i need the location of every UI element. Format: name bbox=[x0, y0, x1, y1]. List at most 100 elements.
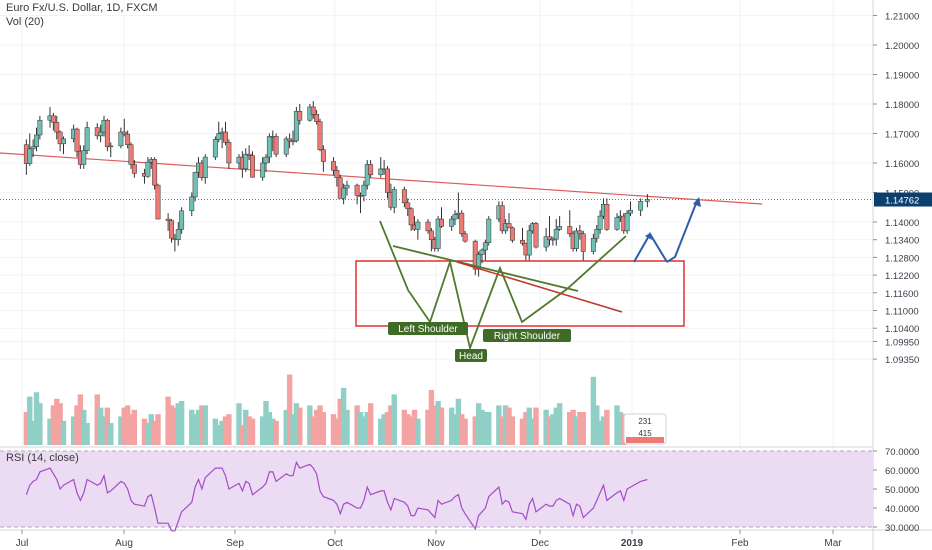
volume-badge-flag bbox=[626, 437, 664, 443]
volume-bar bbox=[455, 398, 462, 445]
volume-bar bbox=[195, 409, 202, 445]
rsi-band bbox=[0, 451, 873, 527]
candle bbox=[344, 180, 350, 196]
candle bbox=[378, 157, 384, 178]
volume-bar bbox=[597, 420, 603, 445]
symbol-title[interactable]: Euro Fx/U.S. Dollar, 1D, FXCM bbox=[6, 2, 158, 14]
rsi-indicator-label[interactable]: RSI (14, close) bbox=[6, 452, 79, 464]
candle bbox=[628, 201, 633, 217]
candle bbox=[506, 213, 512, 229]
candle bbox=[317, 118, 323, 152]
candle-body bbox=[74, 128, 80, 152]
candle-body bbox=[250, 155, 255, 178]
rsi-tick-label: 40.0000 bbox=[885, 504, 919, 515]
candle bbox=[297, 104, 303, 125]
candles-layer[interactable] bbox=[23, 101, 650, 277]
last-price-tag bbox=[874, 192, 932, 207]
candle bbox=[61, 136, 66, 155]
labels-layer: Left Shoulder Head Right Shoulder bbox=[388, 322, 571, 362]
volume-bar bbox=[192, 414, 198, 445]
volume-indicator-label[interactable]: Vol (20) bbox=[6, 16, 44, 28]
candle-body bbox=[223, 131, 228, 143]
volume-bar bbox=[435, 401, 441, 445]
candle bbox=[543, 227, 549, 252]
volume-bar bbox=[54, 398, 60, 445]
candle bbox=[361, 180, 367, 202]
volume-bar bbox=[124, 405, 131, 445]
volume-bar bbox=[202, 405, 208, 445]
price-tick-label: 1.21000 bbox=[885, 12, 919, 23]
pattern-label-bg bbox=[388, 322, 468, 335]
volume-bar bbox=[243, 409, 249, 445]
candle bbox=[354, 183, 360, 205]
volume-bar bbox=[573, 416, 580, 445]
candle-body bbox=[314, 114, 320, 122]
volume-bar bbox=[222, 416, 229, 445]
pattern-label-bg bbox=[483, 329, 571, 342]
candle-body bbox=[486, 218, 492, 243]
volume-bar bbox=[550, 414, 556, 445]
candle-body bbox=[594, 229, 600, 239]
candle-body bbox=[175, 229, 181, 240]
volume-bar bbox=[263, 401, 269, 445]
candle bbox=[34, 127, 39, 152]
candle bbox=[175, 222, 181, 246]
candle-body bbox=[145, 161, 151, 177]
candle-body bbox=[320, 149, 326, 162]
volume-bar bbox=[178, 401, 185, 445]
candle bbox=[644, 193, 650, 208]
candle-body bbox=[553, 229, 559, 240]
candle-body bbox=[425, 221, 431, 232]
price-tick-label: 1.16000 bbox=[885, 159, 919, 170]
candle bbox=[391, 186, 397, 214]
candle-body bbox=[550, 238, 556, 241]
candle bbox=[533, 222, 539, 249]
candle bbox=[486, 216, 492, 246]
candle-body bbox=[266, 136, 272, 158]
pattern-label: Head bbox=[455, 349, 487, 362]
candle-body bbox=[506, 223, 512, 229]
candle-body bbox=[317, 121, 323, 150]
volume-bar bbox=[81, 409, 87, 445]
candle bbox=[415, 219, 421, 240]
volume-bar bbox=[290, 414, 296, 445]
candle-body bbox=[57, 131, 63, 145]
candle-body bbox=[50, 115, 56, 123]
volume-bar bbox=[118, 416, 124, 445]
box-layer bbox=[355, 260, 685, 327]
candle bbox=[594, 224, 600, 243]
candle-body bbox=[61, 138, 66, 145]
candle bbox=[260, 157, 266, 181]
rsi-tick-label: 60.0000 bbox=[885, 466, 919, 477]
candle-body bbox=[169, 220, 174, 239]
time-tick-label: Aug bbox=[115, 538, 133, 549]
volume-bar bbox=[168, 405, 175, 445]
time-tick-label: Nov bbox=[427, 538, 445, 549]
volume-bar bbox=[415, 418, 421, 445]
candle-body bbox=[574, 230, 579, 249]
candle bbox=[314, 109, 320, 125]
candle-body bbox=[290, 140, 296, 143]
volume-bar bbox=[438, 407, 445, 445]
volume-bar bbox=[23, 412, 30, 445]
candle-body bbox=[644, 199, 650, 202]
candle-body bbox=[81, 150, 87, 165]
price-tick-label: 1.14000 bbox=[885, 218, 919, 229]
candle bbox=[452, 210, 458, 225]
price-tick-label: 1.12800 bbox=[885, 253, 919, 264]
candle-body bbox=[121, 131, 127, 135]
candle bbox=[84, 121, 90, 155]
candle bbox=[476, 251, 482, 277]
candle-body bbox=[128, 144, 134, 165]
candle bbox=[368, 160, 374, 178]
volume-bar bbox=[145, 423, 151, 445]
candle bbox=[27, 133, 33, 166]
candle bbox=[128, 142, 134, 169]
last-price-tag-text: 1.14762 bbox=[885, 196, 919, 207]
price-tick-label: 1.11600 bbox=[885, 289, 919, 300]
candle bbox=[405, 198, 411, 217]
volume-bar bbox=[70, 416, 77, 445]
candle bbox=[192, 171, 198, 202]
candle bbox=[37, 115, 43, 140]
candle-body bbox=[385, 168, 390, 193]
